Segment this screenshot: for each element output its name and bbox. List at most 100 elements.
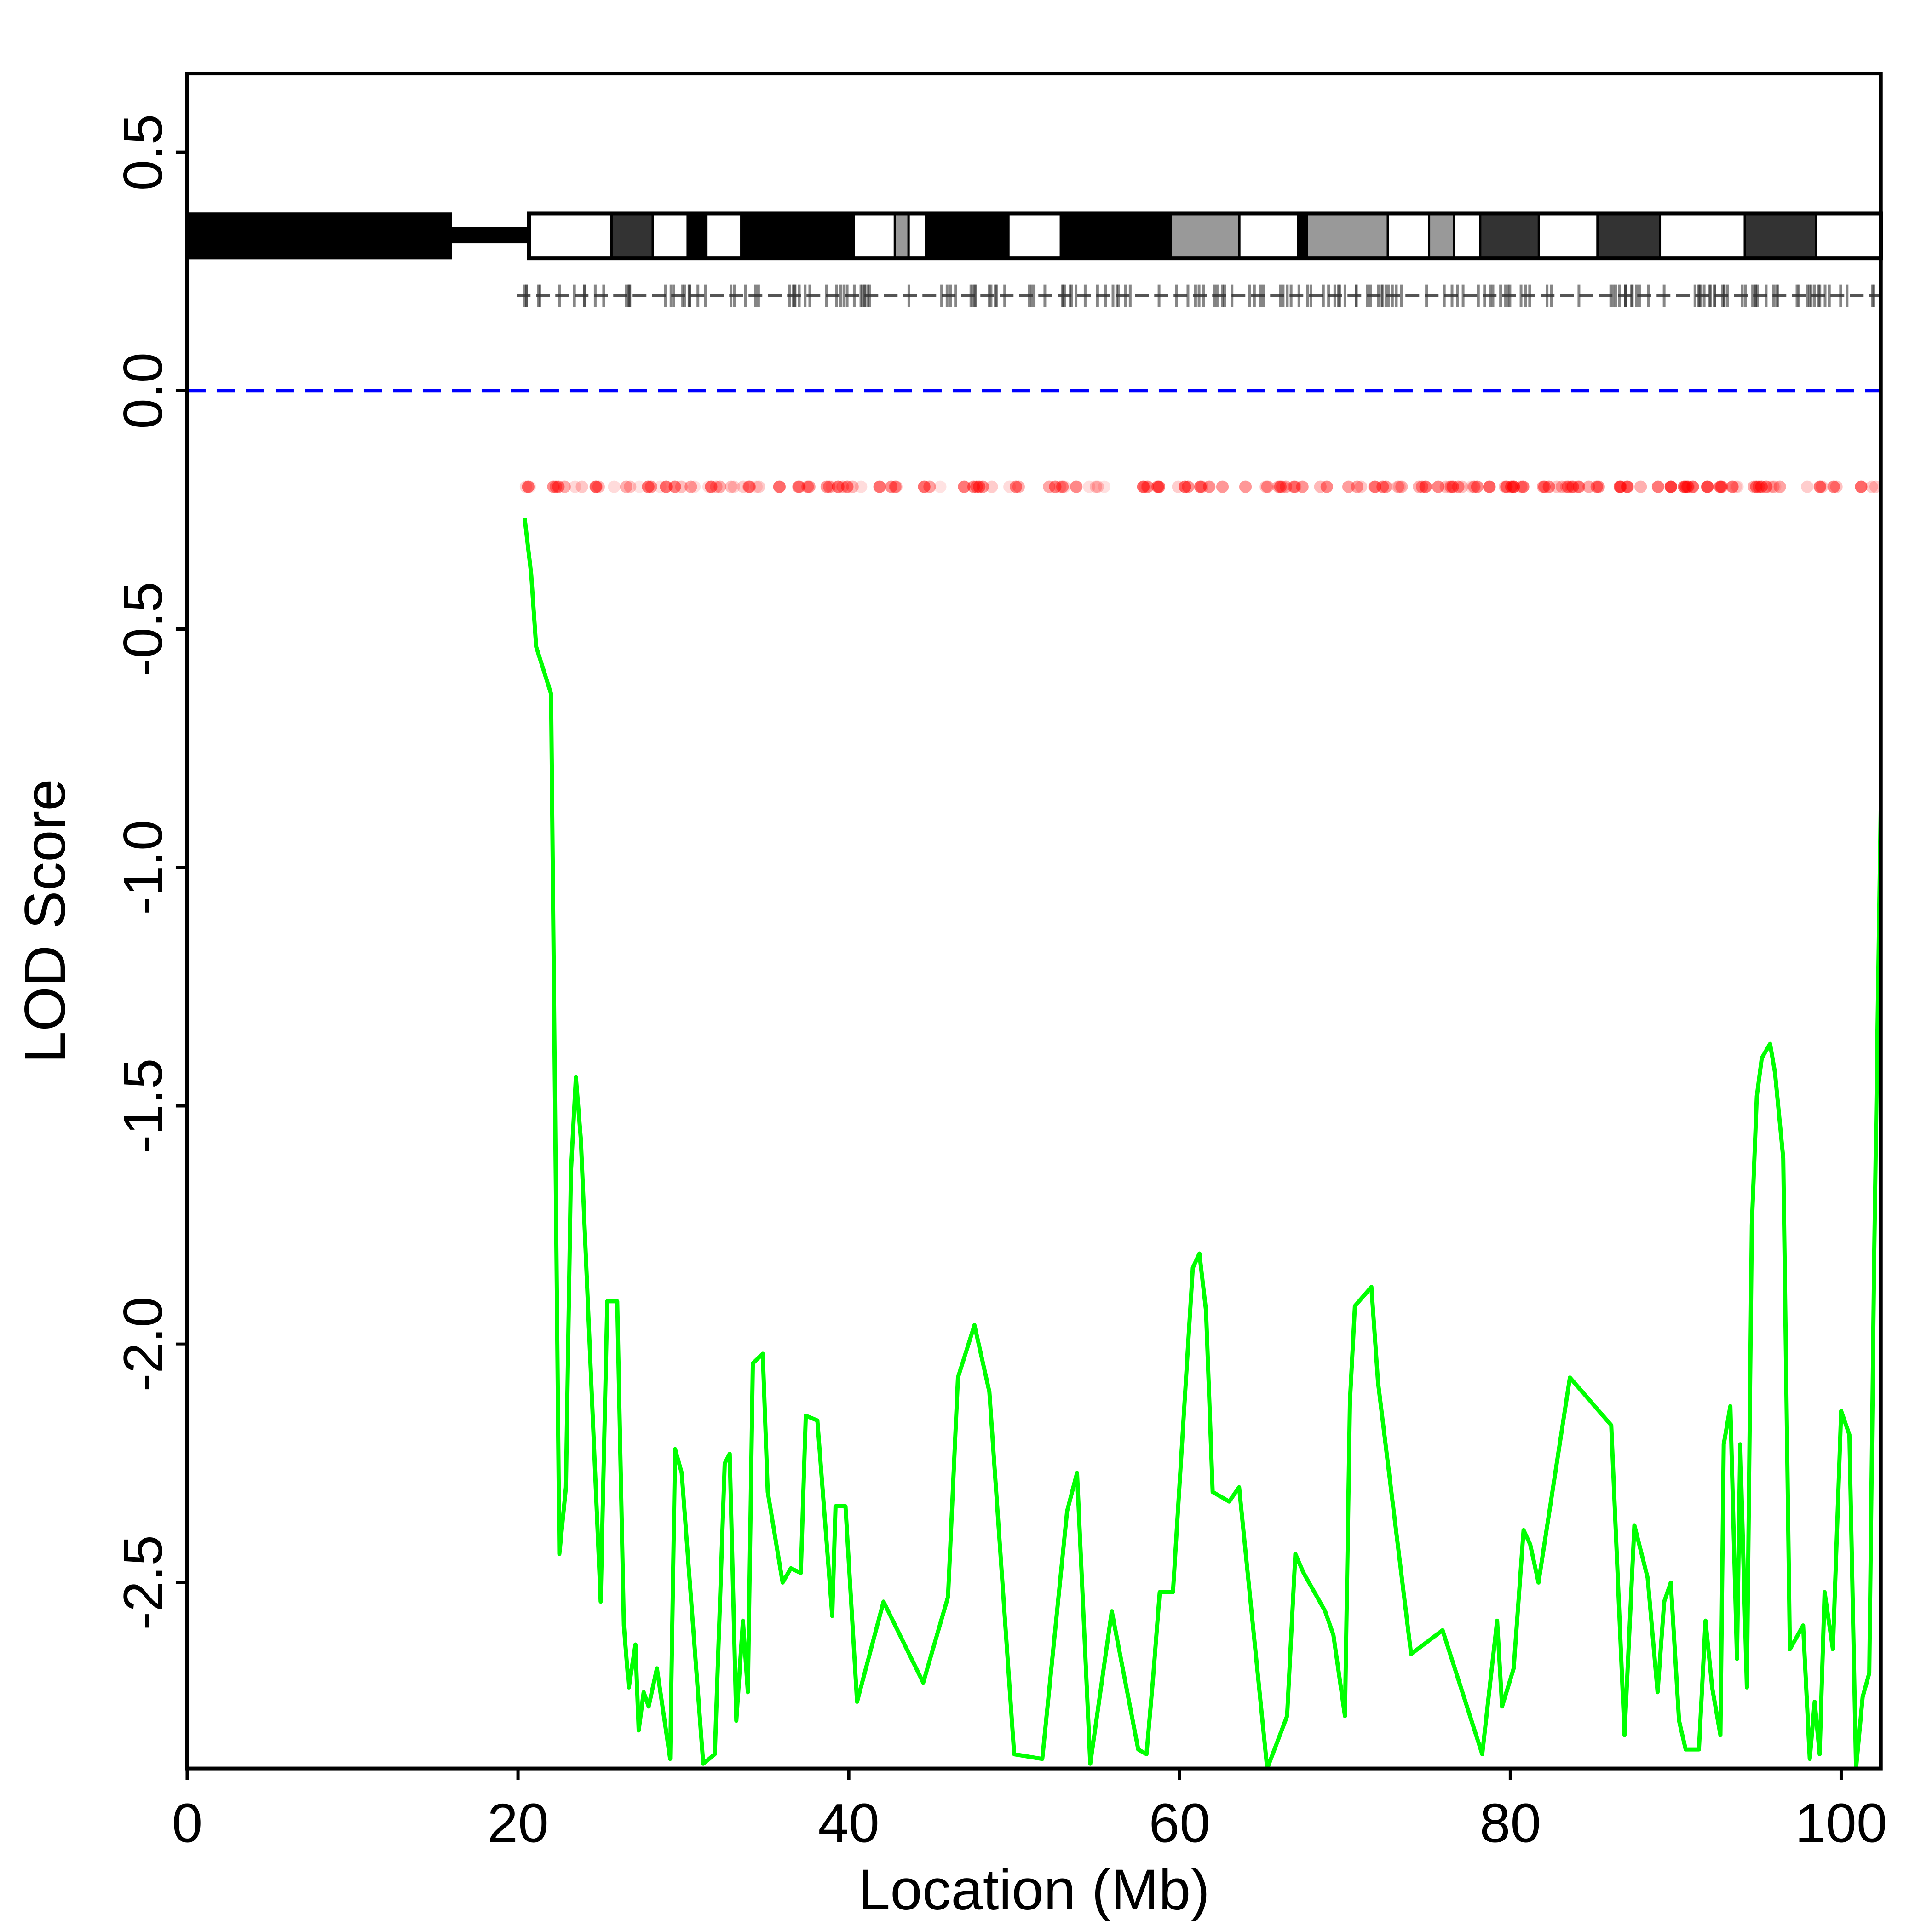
marker-dot — [1054, 480, 1067, 493]
marker-dot — [1813, 480, 1826, 493]
marker-dot — [592, 480, 605, 493]
marker-dot — [1560, 480, 1573, 493]
marker-dot — [823, 480, 836, 493]
marker-dot — [1773, 480, 1786, 493]
marker-dot — [1276, 480, 1289, 493]
marker-dot — [1701, 480, 1714, 493]
marker-dot — [1830, 480, 1843, 493]
y-tick-label: -1.0 — [112, 820, 174, 915]
marker-dot — [1455, 480, 1469, 493]
marker-dot — [1748, 480, 1760, 493]
marker-dot — [1288, 480, 1300, 493]
marker-dot — [1272, 480, 1285, 493]
marker-dot — [1259, 480, 1272, 493]
marker-dot — [1564, 480, 1577, 493]
centromere-stalk — [452, 227, 529, 244]
marker-dot — [642, 480, 655, 493]
ideogram-band — [1596, 212, 1662, 260]
y-tick-label: 0.5 — [112, 114, 174, 191]
marker-dot — [633, 480, 646, 493]
marker-dot — [1043, 480, 1056, 493]
marker-dot — [1769, 480, 1782, 493]
ideogram-band — [528, 212, 613, 260]
marker-dot — [1141, 480, 1154, 493]
marker-dot — [1827, 480, 1840, 493]
marker-dot — [793, 480, 806, 493]
marker-dot — [773, 480, 786, 493]
marker-dot — [1483, 480, 1496, 493]
marker-dot — [1651, 480, 1664, 493]
marker-dot — [890, 480, 903, 493]
ideogram-band — [893, 212, 910, 260]
marker-dot — [549, 480, 562, 493]
marker-dot — [1726, 480, 1739, 493]
marker-dot — [1216, 480, 1229, 493]
marker-dot — [547, 480, 560, 493]
marker-dot — [1141, 480, 1154, 493]
marker-dot — [1280, 480, 1293, 493]
marker-dot — [1049, 480, 1062, 493]
marker-dot — [1380, 480, 1392, 493]
marker-dot — [970, 480, 983, 493]
marker-dot — [1137, 480, 1150, 493]
marker-dot — [1665, 480, 1678, 493]
markers — [517, 284, 1882, 493]
marker-dot — [1679, 480, 1692, 493]
y-tick-label: -2.5 — [112, 1535, 174, 1630]
marker-dot — [1392, 480, 1404, 493]
ideogram-band — [1537, 212, 1599, 260]
x-tick-label: 0 — [172, 1793, 203, 1854]
plot-frame — [185, 72, 1883, 1771]
marker-dot — [1320, 480, 1333, 493]
marker-dot — [1151, 480, 1164, 493]
marker-dot — [1714, 480, 1726, 493]
marker-dot — [620, 480, 632, 493]
marker-dot — [1443, 480, 1455, 493]
marker-dot — [1446, 480, 1459, 493]
marker-dot — [1471, 480, 1484, 493]
x-axis-label: Location (Mb) — [858, 1858, 1210, 1922]
marker-dot — [1729, 480, 1742, 493]
ideogram-band — [1453, 212, 1482, 260]
marker-dot — [855, 480, 868, 493]
marker-dot — [1091, 480, 1104, 493]
marker-dot — [589, 480, 602, 493]
marker-dot — [688, 480, 701, 493]
marker-dot — [1289, 480, 1302, 493]
marker-dot — [552, 480, 565, 493]
marker-dot — [1098, 480, 1111, 493]
marker-dot — [522, 480, 535, 493]
ideogram-band — [686, 212, 708, 260]
marker-dot — [958, 480, 971, 493]
marker-dot — [976, 480, 989, 493]
marker-dot — [803, 480, 816, 493]
marker-dot — [792, 480, 805, 493]
marker-dot — [1760, 480, 1773, 493]
marker-dot — [1517, 480, 1530, 493]
marker-dot — [1550, 480, 1563, 493]
marker-dot — [973, 480, 986, 493]
marker-dot — [1452, 480, 1465, 493]
marker-dot — [1296, 480, 1309, 493]
marker-dot — [1613, 480, 1627, 493]
y-tick-label: -0.5 — [112, 581, 174, 677]
marker-dot — [1070, 480, 1082, 493]
marker-dot — [1590, 480, 1603, 493]
x-tick-label: 100 — [1795, 1793, 1887, 1854]
marker-dot — [1538, 480, 1551, 493]
marker-dot — [743, 480, 756, 493]
marker-dot — [1314, 480, 1327, 493]
y-axis-label: LOD Score — [13, 779, 77, 1063]
marker-dot — [1274, 480, 1287, 493]
ideogram-band — [651, 212, 689, 260]
marker-dot — [1468, 480, 1481, 493]
ideogram-band — [1428, 212, 1455, 260]
marker-dot — [1003, 480, 1016, 493]
marker-dot — [1750, 480, 1763, 493]
x-tick-label: 20 — [487, 1793, 548, 1854]
marker-dot — [1465, 480, 1478, 493]
marker-dot — [724, 480, 738, 493]
marker-dot — [1368, 480, 1381, 493]
ideogram — [187, 211, 1883, 261]
